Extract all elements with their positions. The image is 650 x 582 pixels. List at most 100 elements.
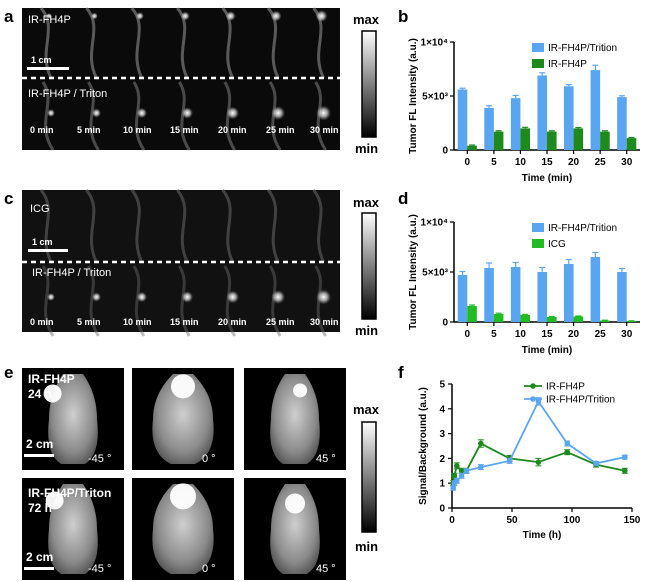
f-xlabel: Time (h): [523, 530, 562, 541]
panel-e-angle-r1-1: 0 °: [202, 563, 216, 575]
panel-e-row1-label-line2: 24 h: [28, 387, 52, 401]
b-xtick-label-1: 5: [491, 157, 497, 168]
b-bar-s0-2: [510, 98, 521, 150]
b-bar-s1-2: [520, 128, 530, 150]
panel-a-bottom-tumor-6: [315, 105, 332, 121]
d-xtick-label-6: 30: [621, 329, 633, 340]
f-point-s0-5: [478, 440, 484, 447]
d-xlabel: Time (min): [522, 345, 572, 356]
panel-a-time-label-0: 0 min: [30, 125, 54, 135]
f-legend-label-0: IR-FH4P: [546, 382, 585, 393]
b-ytick-label-2: 1×10⁴: [421, 38, 449, 49]
f-point-s0-3: [458, 468, 465, 474]
f-point-s1-9: [593, 460, 599, 467]
panel-e-tumor-3: [45, 491, 64, 510]
b-bar-s0-3: [537, 75, 547, 150]
panel-e-row2-scale-label: 2 cm: [26, 550, 53, 564]
f-point-s0-10: [622, 468, 628, 474]
d-bar-s1-1: [493, 314, 504, 322]
f-point-s1-0: [450, 485, 457, 491]
d-bar-s0-2: [510, 267, 521, 322]
panel-c-bottom-label: IR-FH4P / Triton: [32, 267, 111, 279]
panel-c-bottom-tumor-4: [226, 290, 240, 304]
d-xtick-label-2: 10: [515, 329, 527, 340]
d-ytick-label-0: 0: [442, 318, 448, 329]
panel-a-bottom-tumor-0: [46, 109, 55, 117]
f-ytick-label-3: 3: [439, 429, 445, 440]
panel-c-tissue-bottom-1: [87, 265, 100, 337]
panel-c-tissue-top-3: [176, 189, 189, 263]
panel-a-time-label-3: 15 min: [170, 125, 199, 135]
panel-a-bottom-label: IR-FH4P / Triton: [28, 88, 107, 100]
b-bar-s1-6: [626, 138, 637, 150]
d-bar-s0-6: [617, 272, 627, 322]
f-xtick-label-1: 50: [506, 515, 518, 526]
panel-c-tissue-top-5: [266, 189, 280, 263]
d-bar-s0-5: [590, 257, 601, 322]
d-ytick-label-1: 5×10³: [422, 268, 449, 279]
b-xtick-label-3: 15: [541, 157, 553, 168]
d-ylabel: Tumor FL Intensity (a.u.): [408, 214, 419, 330]
f-point-s1-3: [458, 472, 465, 479]
d-bar-s0-0: [457, 275, 468, 322]
panel-e-angle-r1-0: -45 °: [88, 563, 111, 575]
d-xtick-label-5: 25: [595, 329, 607, 340]
panel-e-colorbar-max: max: [353, 402, 380, 417]
panel-e-angle-r0-2: 45 °: [316, 453, 336, 465]
panel-e-tile-1: [132, 368, 234, 470]
panel-e-label: e: [4, 363, 13, 382]
f-point-s1-2: [454, 477, 460, 484]
panel-e-colorbar-min: min: [355, 539, 378, 554]
f-point-s0-7: [535, 459, 542, 465]
panel-c-colorbar: max min: [353, 195, 380, 338]
panel-c-time-label-2: 10 min: [123, 317, 152, 327]
b-xtick-label-0: 0: [465, 157, 471, 168]
panel-e-tumor-4: [170, 483, 196, 510]
f-ytick-label-4: 4: [439, 404, 445, 415]
b-bar-s0-1: [484, 107, 494, 150]
panel-a-scale-bar: [27, 67, 69, 70]
b-bar-s1-4: [573, 128, 584, 150]
panel-a-tissue-bottom-0: [41, 81, 55, 151]
b-ytick-label-0: 0: [442, 146, 448, 157]
panel-c-time-label-5: 25 min: [266, 317, 295, 327]
b-bar-s0-4: [564, 86, 574, 150]
panel-a-top-tumor-1: [90, 12, 98, 20]
panel-d-label: d: [398, 189, 408, 208]
panel-c-tissue-top-4: [221, 189, 235, 263]
b-bar-s1-0: [467, 145, 477, 150]
panel-c-label: c: [4, 189, 13, 208]
panel-c-bottom-tumor-2: [136, 291, 148, 303]
panel-a-bottom-tumor-5: [271, 106, 286, 120]
panel-c-bottom-tumor-5: [271, 290, 286, 304]
panel-e-tumor-0: [43, 384, 62, 403]
b-bar-s0-0: [457, 89, 468, 150]
b-legend-label-0: IR-FH4P/Trition: [548, 43, 617, 54]
panel-a-image: IR-FH4P IR-FH4P / Triton 1 cm 0 min 5 min…: [22, 7, 340, 151]
f-legend-marker-1: [530, 396, 536, 402]
f-legend-marker-0: [530, 383, 536, 389]
panel-e-row1-scale-label: 2 cm: [26, 437, 53, 451]
d-bar-s1-2: [520, 315, 530, 322]
f-point-s1-5: [478, 464, 484, 470]
panel-a-bottom-tumor-3: [181, 107, 194, 119]
panel-c-tissue-top-1: [85, 189, 98, 263]
d-ytick-label-2: 1×10⁴: [421, 218, 449, 229]
panel-a-colorbar-max: max: [353, 12, 380, 27]
d-legend-swatch-1: [532, 239, 544, 248]
panel-e-mouse-body-4: [152, 484, 214, 574]
b-legend-swatch-1: [532, 59, 544, 68]
panel-e-row1-scale-bar: [24, 454, 54, 457]
b-xtick-label-2: 10: [515, 157, 527, 168]
panel-a-label: a: [4, 7, 14, 26]
panel-c-colorbar-min: min: [355, 323, 378, 338]
panel-e-tumor-1: [171, 374, 195, 399]
panel-a-bottom-tumor-4: [226, 106, 240, 120]
d-bar-s1-0: [467, 306, 477, 322]
d-bar-s1-6: [626, 321, 637, 322]
panel-e-tile-5: [244, 478, 346, 580]
panel-a-top-tumor-3: [180, 11, 190, 21]
panel-c-bottom-tumor-6: [315, 289, 332, 305]
panel-c-bottom-tumor-3: [181, 291, 194, 303]
chart-d: 0 5×10³ 1×10⁴ 0 5 10 15 20 25 30 Time (min) Tumor F…: [408, 214, 640, 356]
